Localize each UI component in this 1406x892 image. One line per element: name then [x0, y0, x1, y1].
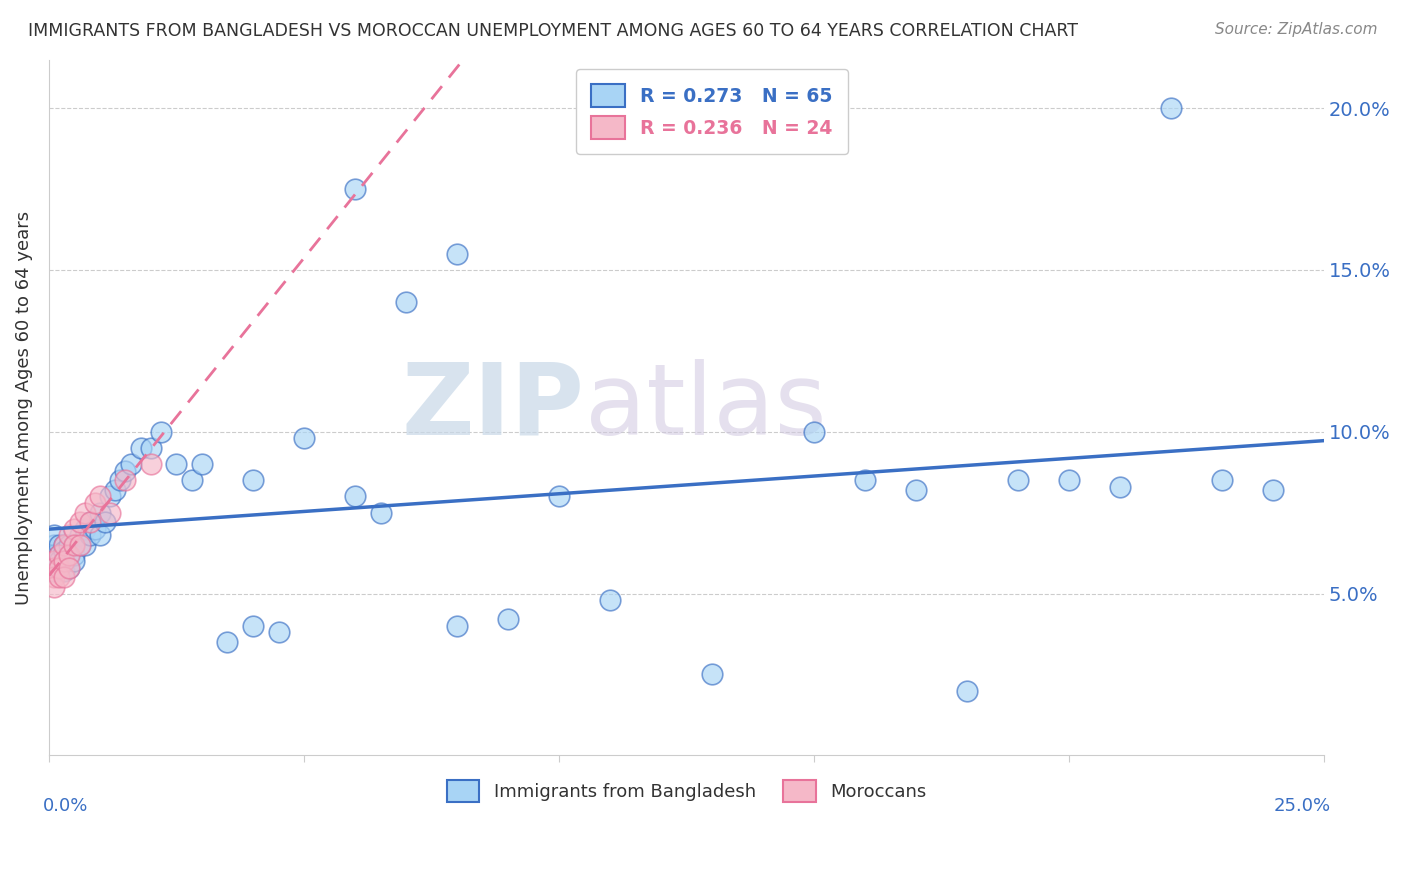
Point — [129, 441, 152, 455]
Point — [1261, 483, 1284, 497]
Point — [42, 570, 65, 584]
Point — [139, 441, 162, 455]
Point — [63, 554, 86, 568]
Point — [217, 635, 239, 649]
Point — [58, 548, 80, 562]
Point — [242, 619, 264, 633]
Point — [242, 473, 264, 487]
Point — [1109, 480, 1132, 494]
Point — [42, 538, 65, 552]
Point — [166, 457, 188, 471]
Point — [89, 528, 111, 542]
Point — [89, 490, 111, 504]
Point — [53, 554, 76, 568]
Point — [496, 612, 519, 626]
Point — [42, 580, 65, 594]
Point — [548, 490, 571, 504]
Point — [42, 548, 65, 562]
Point — [48, 560, 70, 574]
Point — [370, 506, 392, 520]
Point — [53, 538, 76, 552]
Point — [98, 506, 121, 520]
Point — [63, 548, 86, 562]
Point — [1211, 473, 1233, 487]
Point — [42, 528, 65, 542]
Point — [58, 548, 80, 562]
Point — [1160, 101, 1182, 115]
Text: 0.0%: 0.0% — [42, 797, 89, 815]
Point — [79, 516, 101, 530]
Point — [63, 538, 86, 552]
Point — [48, 554, 70, 568]
Point — [905, 483, 928, 497]
Point — [42, 554, 65, 568]
Point — [191, 457, 214, 471]
Text: atlas: atlas — [585, 359, 827, 456]
Point — [700, 667, 723, 681]
Point — [853, 473, 876, 487]
Point — [150, 425, 173, 439]
Point — [42, 560, 65, 574]
Point — [104, 483, 127, 497]
Point — [267, 625, 290, 640]
Point — [956, 683, 979, 698]
Point — [180, 473, 202, 487]
Text: IMMIGRANTS FROM BANGLADESH VS MOROCCAN UNEMPLOYMENT AMONG AGES 60 TO 64 YEARS CO: IMMIGRANTS FROM BANGLADESH VS MOROCCAN U… — [28, 22, 1078, 40]
Point — [803, 425, 825, 439]
Point — [446, 246, 468, 260]
Point — [73, 506, 96, 520]
Point — [48, 548, 70, 562]
Point — [343, 490, 366, 504]
Point — [114, 464, 136, 478]
Point — [53, 564, 76, 578]
Point — [79, 516, 101, 530]
Point — [58, 560, 80, 574]
Point — [69, 538, 91, 552]
Point — [42, 554, 65, 568]
Point — [48, 538, 70, 552]
Point — [1057, 473, 1080, 487]
Point — [63, 538, 86, 552]
Point — [63, 522, 86, 536]
Y-axis label: Unemployment Among Ages 60 to 64 years: Unemployment Among Ages 60 to 64 years — [15, 211, 32, 605]
Point — [139, 457, 162, 471]
Point — [98, 490, 121, 504]
Point — [58, 560, 80, 574]
Point — [292, 431, 315, 445]
Point — [53, 538, 76, 552]
Point — [53, 570, 76, 584]
Point — [114, 473, 136, 487]
Point — [79, 528, 101, 542]
Point — [83, 496, 105, 510]
Point — [69, 528, 91, 542]
Point — [89, 506, 111, 520]
Text: 25.0%: 25.0% — [1274, 797, 1330, 815]
Point — [73, 522, 96, 536]
Point — [53, 544, 76, 558]
Point — [48, 570, 70, 584]
Point — [48, 548, 70, 562]
Point — [110, 473, 132, 487]
Text: ZIP: ZIP — [402, 359, 585, 456]
Point — [446, 619, 468, 633]
Point — [58, 528, 80, 542]
Point — [53, 554, 76, 568]
Point — [343, 182, 366, 196]
Point — [42, 564, 65, 578]
Legend: Immigrants from Bangladesh, Moroccans: Immigrants from Bangladesh, Moroccans — [440, 772, 934, 809]
Point — [73, 538, 96, 552]
Point — [83, 522, 105, 536]
Point — [69, 516, 91, 530]
Point — [1007, 473, 1029, 487]
Point — [94, 516, 117, 530]
Text: Source: ZipAtlas.com: Source: ZipAtlas.com — [1215, 22, 1378, 37]
Point — [58, 538, 80, 552]
Point — [395, 295, 418, 310]
Point — [120, 457, 142, 471]
Point — [599, 593, 621, 607]
Point — [69, 538, 91, 552]
Point — [48, 560, 70, 574]
